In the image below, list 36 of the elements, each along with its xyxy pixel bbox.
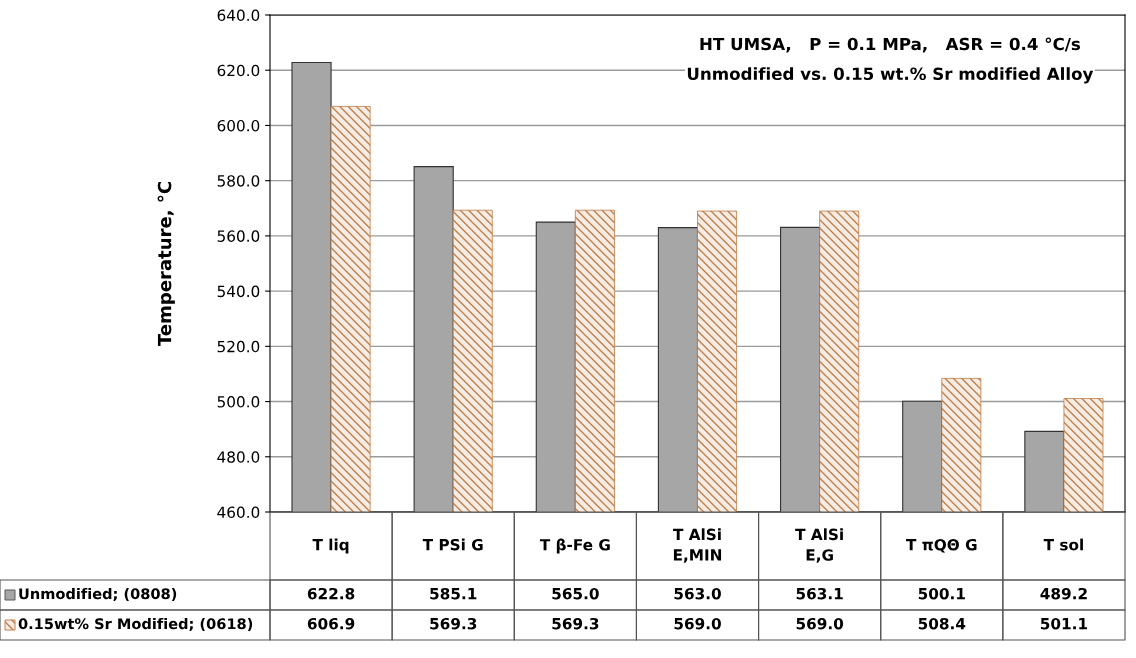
y-tick-label: 500.0 [217,396,260,408]
data-label: 585.1 [430,587,477,600]
y-tick-label: 460.0 [217,506,260,519]
y-tick-label: 580.0 [217,175,260,187]
data-label: 563.0 [674,587,721,600]
y-tick-label: 640.0 [217,9,260,22]
y-axis-title: Temperature, °C [157,182,175,347]
data-label: 489.2 [1040,587,1087,600]
data-label: 569.3 [430,617,477,630]
y-tick-label: 540.0 [217,285,260,298]
data-label: 565.0 [552,587,599,600]
legend-label: 0.15wt% Sr Modified; (0618) [18,617,253,632]
x-tick-label: T sol [1043,538,1083,551]
data-label: 501.1 [1040,617,1088,630]
data-label: 606.9 [307,617,355,630]
legend-label: Unmodified; (0808) [19,587,177,602]
data-label: 500.1 [918,587,965,600]
text: HT UMSA, P = 0.1 MPa, ASR = 0.4 °C/s [700,37,1081,53]
x-tick-label: T AlSi E,G [795,528,843,563]
data-label: 569.3 [552,617,599,630]
data-label: 508.4 [918,617,966,630]
x-tick-label: T β-Fe G [539,538,610,554]
data-label: 569.0 [796,617,844,630]
y-tick-label: 520.0 [217,340,260,353]
x-tick-label: T liq [312,538,349,554]
data-label: 622.8 [307,587,355,600]
y-tick-label: 620.0 [217,64,260,77]
y-tick-label: 600.0 [217,119,260,132]
x-tick-label: T AlSi E,MIN [673,528,722,563]
y-tick-label: 480.0 [217,451,260,463]
data-label: 563.1 [796,587,843,600]
x-tick-label: T PSi G [422,538,483,551]
y-tick-label: 560.0 [217,230,260,242]
text: Unmodified vs. 0.15 wt.% Sr modified Alloy [687,67,1094,84]
x-tick-label: T πQΘ G [906,538,977,553]
data-label: 569.0 [674,617,721,630]
